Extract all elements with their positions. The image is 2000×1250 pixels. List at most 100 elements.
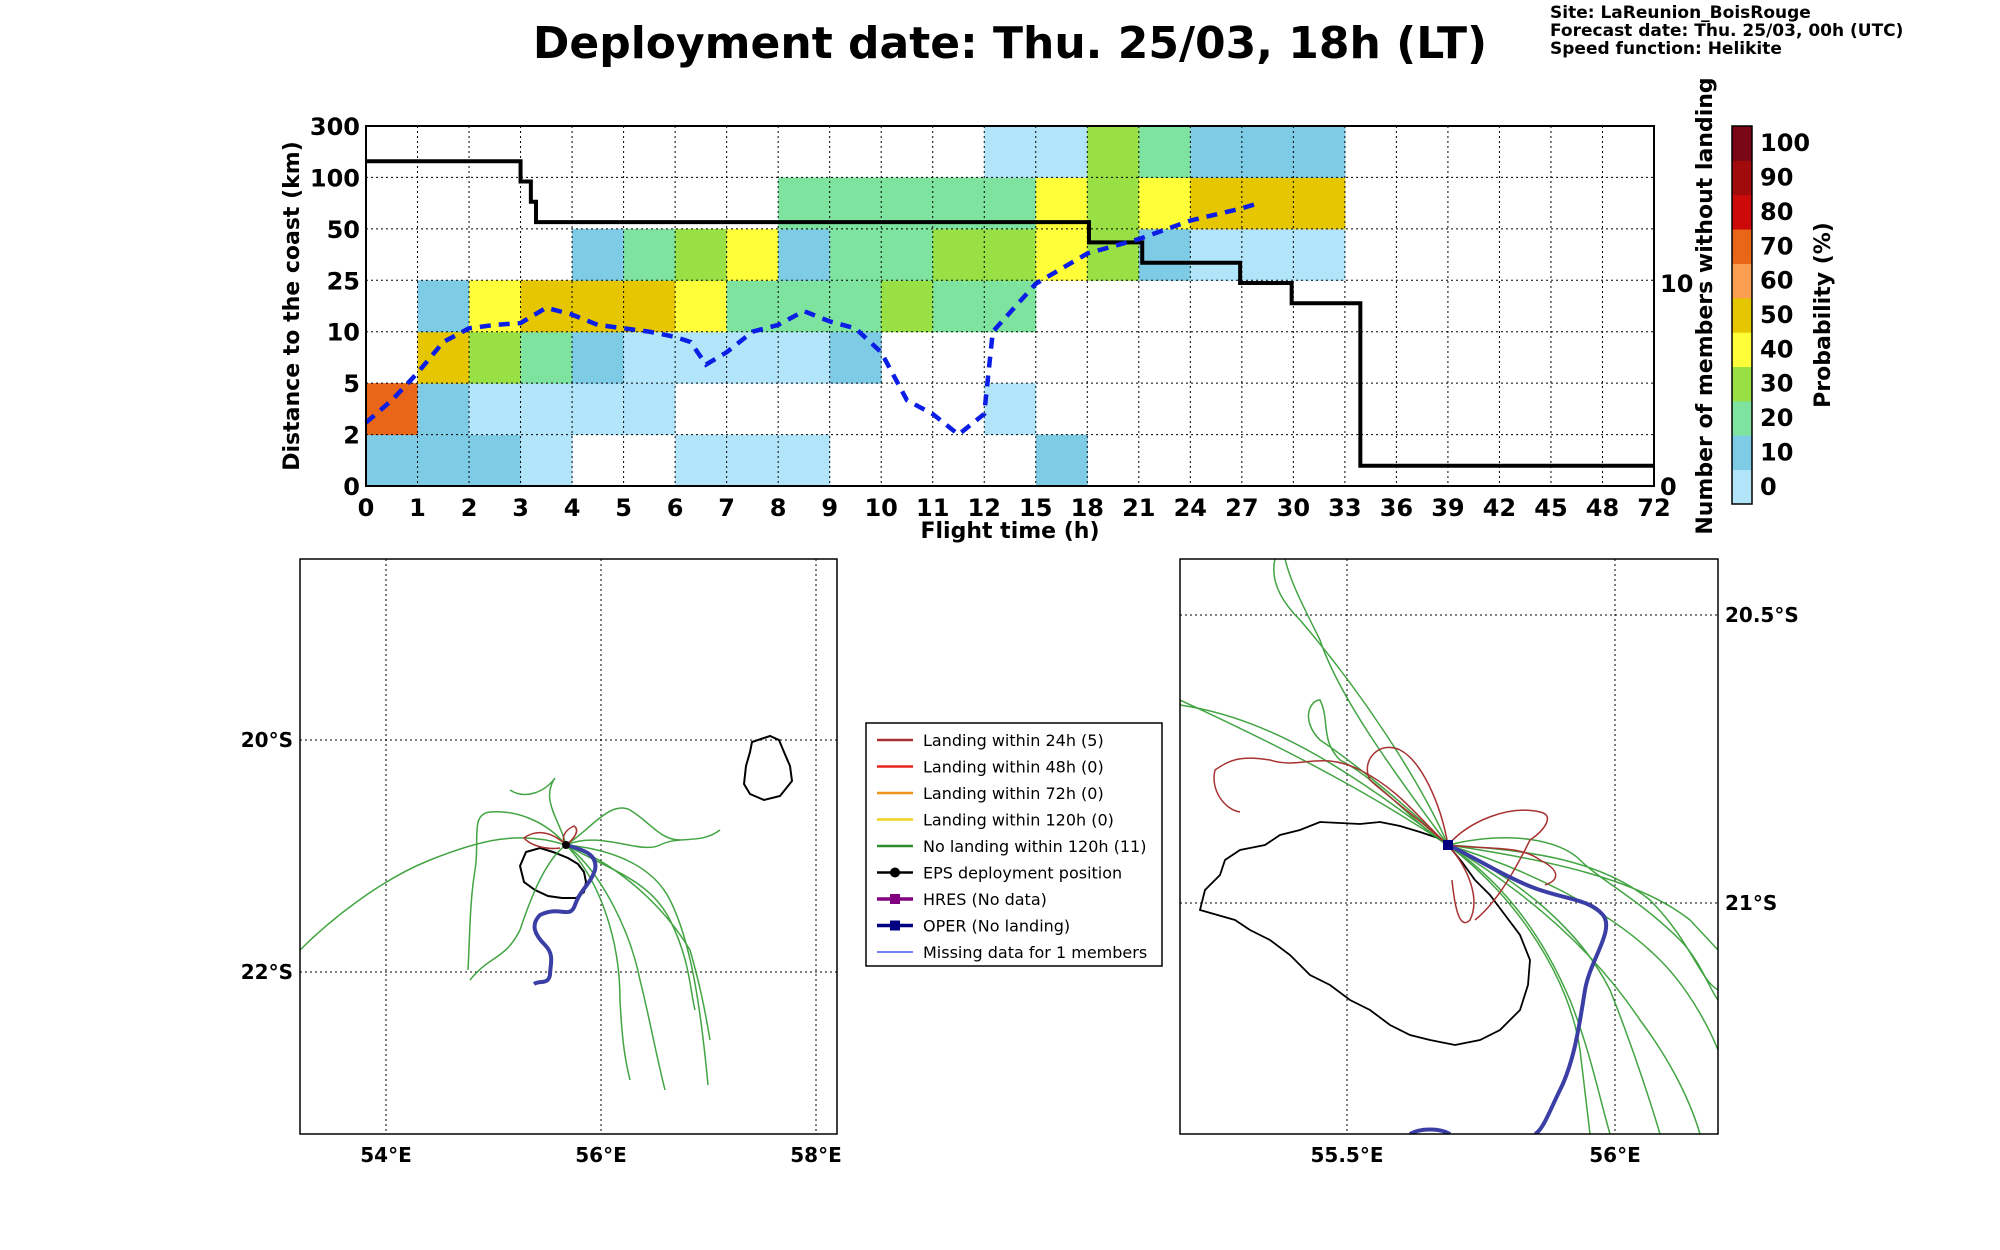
heatmap-cell	[520, 331, 573, 384]
x-tick-labels: 0 1 2 3 4 5 6 7 8 9 10 11 12 15 18 21 24 27 30 33 36 39 42 45 48…	[358, 494, 1671, 522]
legend-item: EPS deployment position	[877, 864, 1122, 883]
y-tick-label: 10	[327, 319, 360, 347]
wide-map-grid	[300, 559, 837, 1134]
heatmap-cell	[1035, 126, 1088, 178]
colorbar-tick-label: 80	[1760, 198, 1793, 226]
heatmap-cell	[366, 383, 419, 436]
wide-map-ytick: 22°S	[241, 960, 293, 984]
x-tick-label: 3	[512, 494, 529, 522]
site-text: Site: LaReunion_BoisRouge	[1550, 3, 1811, 23]
x-tick-label: 36	[1380, 494, 1413, 522]
x-tick-label: 33	[1328, 494, 1361, 522]
wide-map-deployment-dot	[562, 841, 570, 849]
median-distance-line	[364, 200, 1260, 438]
heatmap-cell	[778, 280, 831, 333]
zoom-map-oper-start-marker	[1443, 840, 1453, 850]
colorbar-label: Probability (%)	[1811, 222, 1836, 408]
y-tick-label: 25	[327, 267, 360, 295]
heatmap-cell	[675, 280, 728, 333]
zoom-map-xtick: 55.5°E	[1310, 1143, 1383, 1167]
legend-item: Landing within 48h (0)	[877, 758, 1104, 777]
heatmap-cell	[623, 383, 676, 436]
heatmap-cell	[1138, 126, 1191, 178]
heatmap-cell	[520, 383, 573, 436]
legend-item: Landing within 24h (5)	[877, 731, 1104, 750]
mauritius-island-outline	[742, 734, 794, 802]
heatmap-cell	[572, 228, 625, 281]
x-tick-label: 6	[667, 494, 684, 522]
y-tick-label: 50	[327, 216, 360, 244]
heatmap-cell	[984, 383, 1037, 436]
heatmap-cell	[1293, 177, 1346, 230]
colorbar-tick-label: 70	[1760, 232, 1793, 260]
legend-item: Landing within 120h (0)	[877, 811, 1114, 830]
heatmap-cell	[1241, 177, 1294, 230]
heatmap-cell	[469, 434, 522, 487]
heatmap-cell	[623, 331, 676, 384]
heatmap-cell	[623, 228, 676, 281]
y-tick-label: 5	[343, 370, 360, 398]
legend-items: Landing within 24h (5) Landing within 48h…	[877, 731, 1147, 962]
colorbar-tick-label: 100	[1760, 129, 1810, 157]
heatmap-cell	[572, 280, 625, 333]
heatmap-cell	[1293, 228, 1346, 281]
legend-item: Landing within 72h (0)	[877, 784, 1104, 803]
heatmap-cell	[1035, 228, 1088, 281]
heatmap-frame	[365, 125, 1655, 487]
zoom-map-frame	[1179, 558, 1719, 1135]
heatmap-cell	[1241, 228, 1294, 281]
heatmap-cell	[829, 280, 882, 333]
colorbar-cell	[1732, 126, 1752, 161]
y2-axis-label: Number of members without landing	[1693, 77, 1718, 534]
x-tick-label: 0	[358, 494, 375, 522]
x-tick-label: 30	[1277, 494, 1310, 522]
heatmap-cell	[417, 331, 470, 384]
wide-map-xtick: 54°E	[360, 1143, 412, 1167]
x-tick-label: 48	[1586, 494, 1619, 522]
legend-frame	[865, 722, 1163, 967]
heatmap-cell	[881, 280, 934, 333]
heatmap-cell	[984, 280, 1037, 333]
x-tick-label: 10	[864, 494, 897, 522]
figure-title: Deployment date: Thu. 25/03, 18h (LT)	[533, 18, 1487, 69]
colorbar-tick-label: 20	[1760, 404, 1793, 432]
wide-map-frame	[299, 558, 838, 1135]
heatmap-cell	[572, 383, 625, 436]
wide-map-member-tracks	[300, 777, 721, 1091]
zoom-map-xtick: 56°E	[1589, 1143, 1641, 1167]
colorbar-cells	[1732, 126, 1752, 505]
heatmap-cell	[1087, 228, 1140, 281]
y2-tick-label: 0	[1660, 473, 1677, 501]
heatmap-cell	[881, 228, 934, 281]
heatmap-cell	[417, 280, 470, 333]
heatmap-cell	[829, 331, 882, 384]
wide-map-oper-track	[532, 843, 598, 986]
legend-marker	[890, 920, 900, 931]
x-tick-label: 1	[409, 494, 426, 522]
heatmap-cell	[417, 434, 470, 487]
legend-item: No landing within 120h (11)	[877, 837, 1146, 856]
heatmap-cell	[1138, 177, 1191, 230]
legend-label: Landing within 120h (0)	[923, 811, 1114, 830]
heatmap-cell	[469, 280, 522, 333]
colorbar-cell	[1732, 435, 1752, 471]
x-tick-label: 9	[821, 494, 838, 522]
heatmap-cell	[726, 434, 779, 487]
y-tick-label: 0	[343, 473, 360, 501]
heatmap-cell	[572, 331, 625, 384]
heatmap-cell	[1190, 228, 1243, 281]
x-tick-label: 15	[1019, 494, 1052, 522]
heatmap-cell	[778, 331, 831, 384]
heatmap-cell	[1241, 126, 1294, 178]
legend-label: Landing within 48h (0)	[923, 758, 1104, 777]
heatmap-cell	[417, 383, 470, 436]
heatmap-grid	[366, 126, 1654, 486]
heatmap-cell	[1293, 126, 1346, 178]
colorbar-tick-label: 30	[1760, 370, 1793, 398]
x-tick-label: 2	[461, 494, 478, 522]
heatmap-cell	[1190, 126, 1243, 178]
x-tick-label: 18	[1071, 494, 1104, 522]
heatmap-cell	[726, 331, 779, 384]
heatmap-cell	[675, 434, 728, 487]
colorbar-cell	[1732, 332, 1752, 368]
